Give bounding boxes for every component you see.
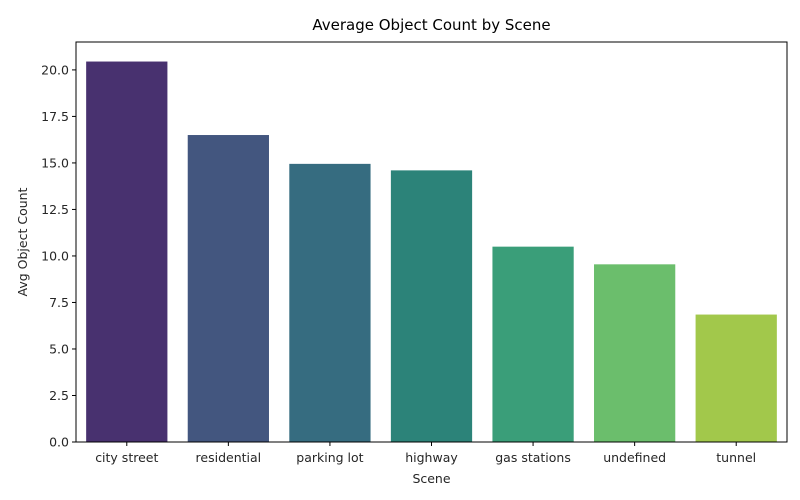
x-tick-label: highway [405, 450, 458, 465]
bar-tunnel [695, 314, 777, 442]
y-tick-label: 15.0 [41, 155, 69, 170]
bar-residential [187, 135, 269, 442]
y-tick-label: 5.0 [49, 341, 69, 356]
x-tick-label: undefined [603, 450, 666, 465]
y-tick-label: 7.5 [49, 295, 69, 310]
x-tick-label: residential [196, 450, 262, 465]
y-axis-title: Avg Object Count [15, 187, 30, 296]
x-axis: city street residential parking lot highway… [95, 442, 756, 465]
bar-gas-stations [492, 246, 574, 442]
y-tick-label: 2.5 [49, 388, 69, 403]
bars-group [86, 61, 777, 443]
x-tick-label: tunnel [716, 450, 756, 465]
y-axis: 0.0 2.5 5.0 7.5 10.0 12.5 15.0 17.5 20.0 [41, 62, 76, 450]
bar-city-street [86, 61, 168, 443]
y-tick-label: 17.5 [41, 109, 69, 124]
y-tick-label: 12.5 [41, 202, 69, 217]
x-tick-label: parking lot [296, 450, 363, 465]
bar-undefined [594, 264, 676, 442]
x-tick-label: city street [95, 450, 158, 465]
y-tick-label: 0.0 [49, 435, 69, 450]
y-tick-label: 20.0 [41, 62, 69, 77]
bar-highway [390, 170, 473, 443]
x-tick-label: gas stations [495, 450, 571, 465]
bar-parking-lot [289, 163, 371, 442]
y-tick-label: 10.0 [41, 248, 69, 263]
x-axis-title: Scene [412, 471, 450, 486]
chart-title: Average Object Count by Scene [312, 16, 550, 34]
